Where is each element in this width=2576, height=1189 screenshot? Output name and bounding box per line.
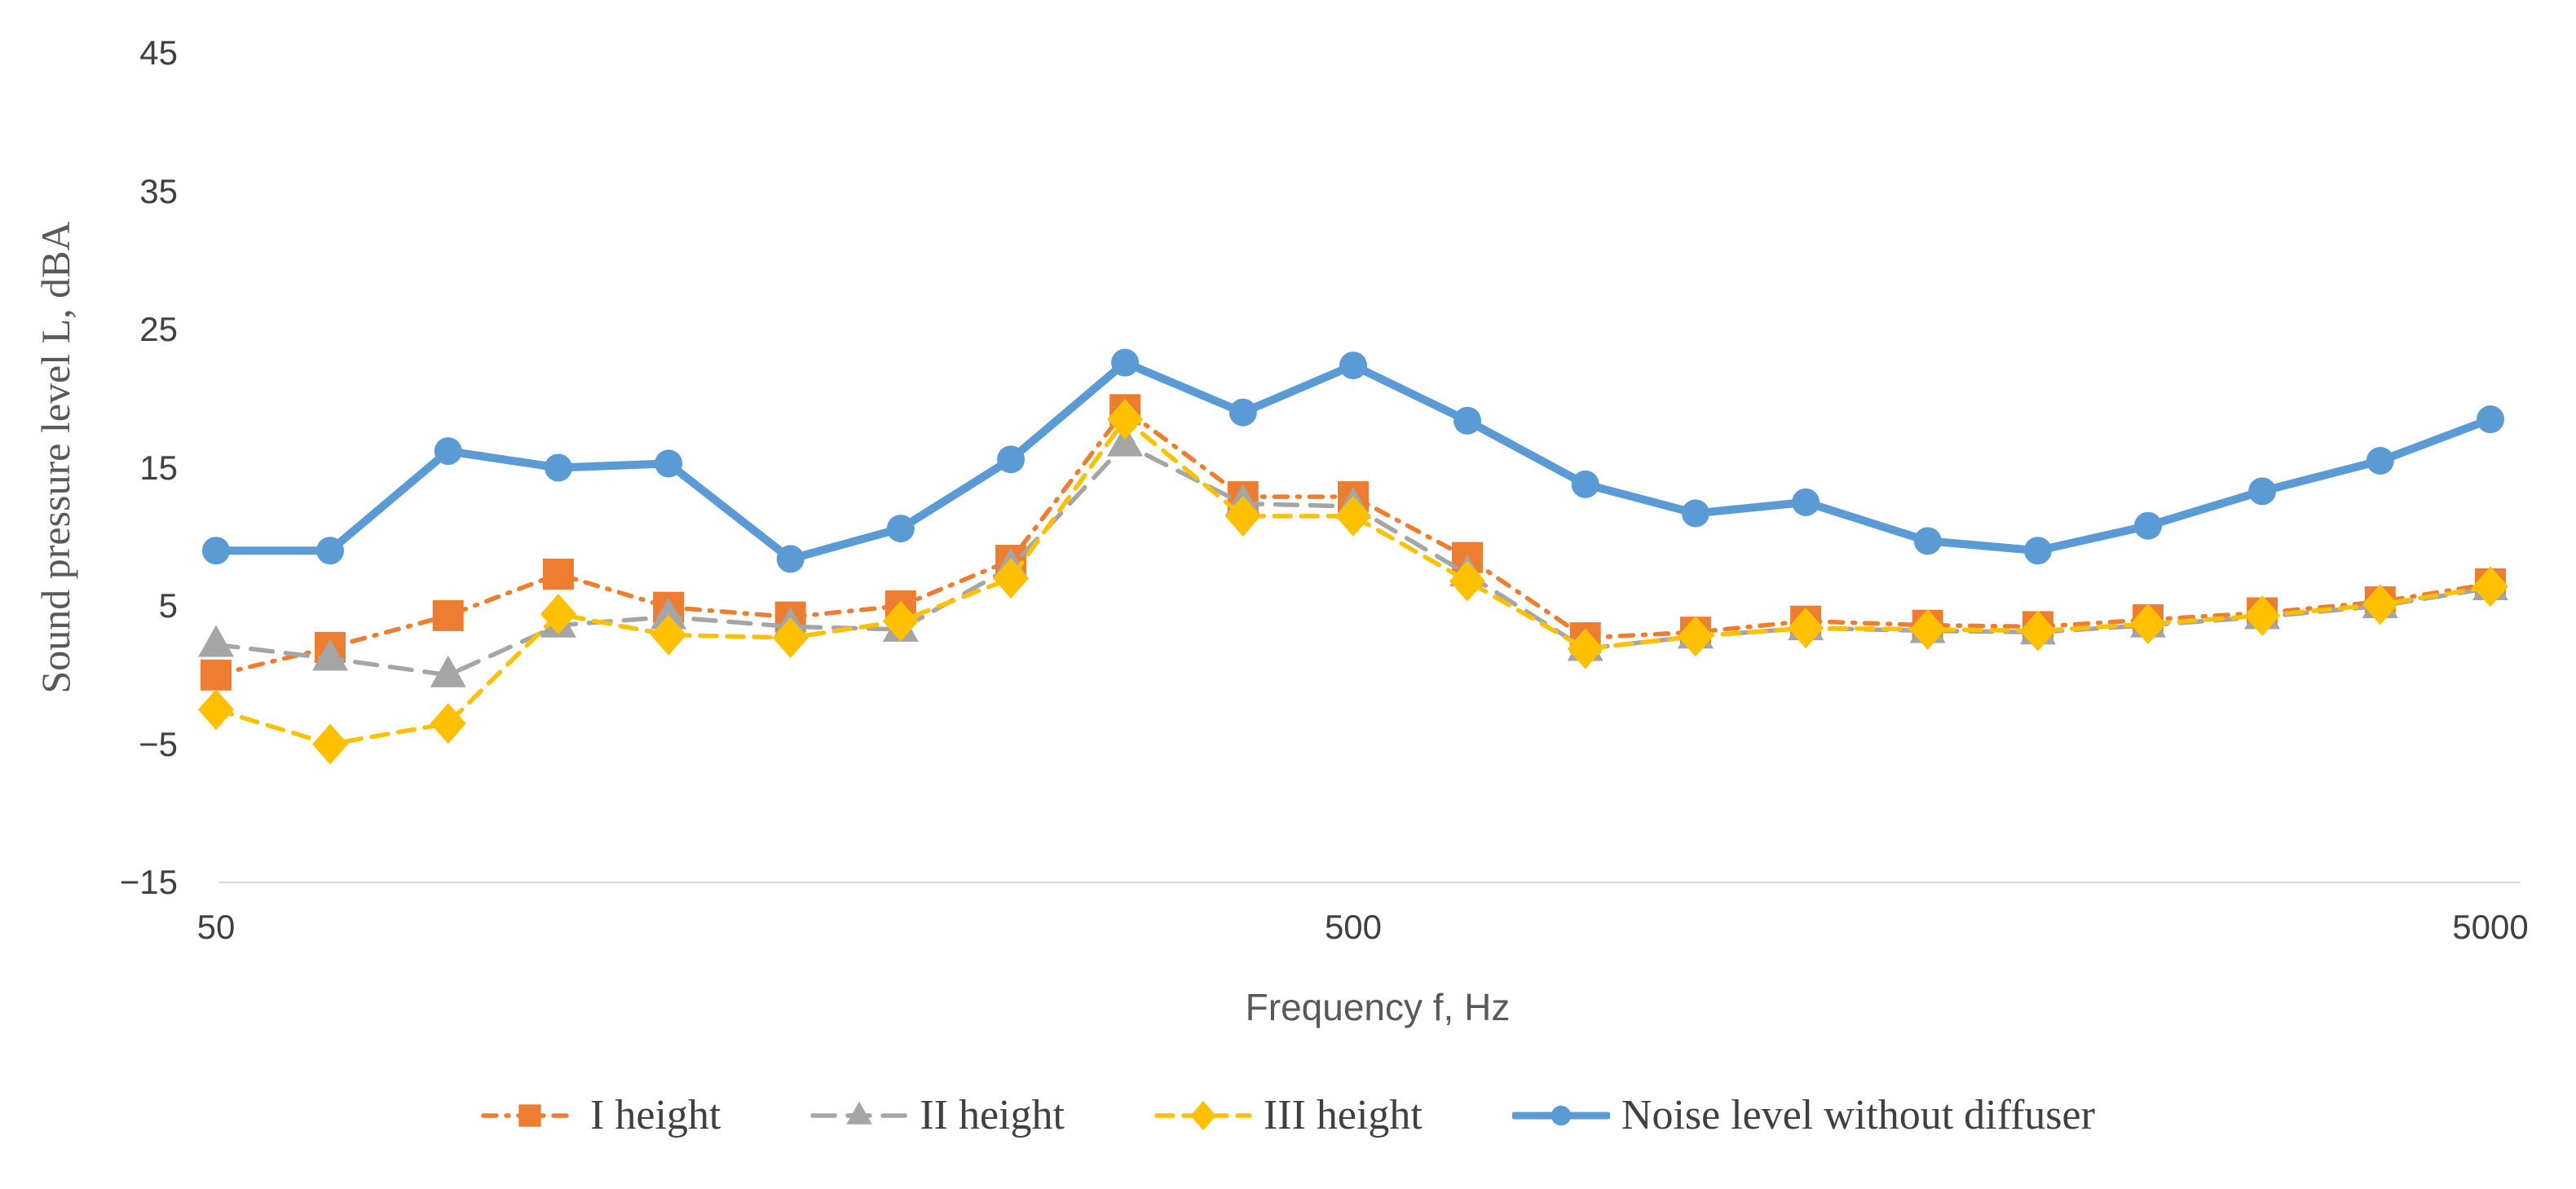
diamond-marker bbox=[2019, 610, 2056, 652]
triangle-marker bbox=[846, 1101, 873, 1125]
legend-item-ii-height: II height bbox=[810, 1091, 1065, 1139]
circle-marker bbox=[1571, 470, 1599, 498]
circle-marker bbox=[434, 437, 462, 466]
circle-marker bbox=[2477, 405, 2504, 434]
diamond-marker bbox=[540, 594, 576, 635]
circle-marker bbox=[997, 445, 1026, 474]
diamond-marker bbox=[312, 723, 349, 765]
circle-marker bbox=[1453, 406, 1482, 435]
diamond-marker bbox=[1909, 608, 1946, 650]
circle-marker bbox=[1339, 351, 1367, 380]
y-tick-label: −5 bbox=[139, 724, 178, 763]
triangle-marker bbox=[312, 639, 349, 671]
triangle-marker bbox=[651, 597, 687, 630]
diamond-marker bbox=[1788, 608, 1824, 649]
diamond-marker bbox=[882, 600, 919, 642]
legend-item-i-height: I height bbox=[481, 1091, 721, 1139]
y-tick-label: 5 bbox=[158, 586, 178, 625]
circle-marker bbox=[1228, 398, 1257, 427]
diamond-marker bbox=[2362, 584, 2398, 625]
triangle-marker bbox=[1107, 424, 1144, 457]
circle-marker bbox=[1681, 499, 1709, 528]
circle-marker bbox=[1111, 348, 1140, 377]
legend-marker-square-icon bbox=[481, 1103, 579, 1127]
x-tick-label: 500 bbox=[1324, 908, 1383, 946]
circle-marker bbox=[316, 537, 345, 565]
y-tick-label: 35 bbox=[139, 171, 178, 210]
diamond-marker bbox=[1335, 495, 1371, 537]
x-axis-title: Frequency f, Hz bbox=[1245, 986, 1511, 1028]
y-tick-label: 15 bbox=[139, 448, 178, 487]
diamond-marker bbox=[1107, 399, 1144, 440]
diamond-marker bbox=[772, 617, 809, 658]
legend-item-noise-level: Noise level without diffuser bbox=[1511, 1091, 2095, 1139]
legend-marker-diamond-icon bbox=[1154, 1100, 1252, 1130]
legend-label: I height bbox=[590, 1092, 721, 1138]
circle-marker bbox=[544, 453, 572, 482]
circle-marker bbox=[1550, 1105, 1572, 1125]
diamond-marker bbox=[2130, 603, 2167, 645]
diamond-marker bbox=[2244, 594, 2281, 636]
circle-marker bbox=[202, 537, 230, 565]
y-tick-label: −15 bbox=[119, 863, 178, 901]
triangle-marker bbox=[198, 625, 234, 657]
circle-marker bbox=[886, 515, 915, 543]
square-marker bbox=[542, 559, 574, 590]
legend-label: Noise level without diffuser bbox=[1621, 1092, 2095, 1138]
legend: I height II height III height Noise leve… bbox=[0, 1091, 2576, 1139]
diamond-marker bbox=[1449, 560, 1486, 602]
circle-marker bbox=[2366, 447, 2394, 475]
diamond-marker bbox=[651, 614, 687, 656]
diamond-marker bbox=[2472, 566, 2508, 608]
diamond-marker bbox=[1190, 1100, 1216, 1130]
diamond-marker bbox=[993, 558, 1030, 599]
circle-marker bbox=[776, 545, 805, 573]
circle-marker bbox=[1913, 527, 1942, 555]
diamond-marker bbox=[1224, 495, 1261, 537]
x-tick-label: 5000 bbox=[2452, 908, 2529, 946]
legend-marker-triangle-icon bbox=[810, 1101, 909, 1125]
y-tick-label: 45 bbox=[139, 33, 178, 72]
circle-marker bbox=[2248, 477, 2277, 506]
diamond-marker bbox=[198, 689, 234, 731]
legend-item-iii-height: III height bbox=[1154, 1091, 1423, 1139]
x-tick-label: 50 bbox=[196, 908, 236, 946]
square-marker bbox=[432, 599, 464, 631]
legend-label: II height bbox=[920, 1092, 1065, 1138]
diamond-marker bbox=[1567, 628, 1603, 670]
circle-marker bbox=[1792, 488, 1820, 516]
y-tick-label: 25 bbox=[139, 310, 178, 348]
circle-marker bbox=[2134, 511, 2163, 540]
triangle-marker bbox=[430, 655, 466, 687]
legend-marker-circle-icon bbox=[1511, 1105, 1610, 1125]
circle-marker bbox=[655, 449, 683, 478]
square-marker bbox=[201, 659, 232, 691]
diamond-marker bbox=[1677, 616, 1714, 657]
diamond-marker bbox=[430, 703, 466, 745]
square-marker bbox=[518, 1103, 541, 1127]
circle-marker bbox=[2023, 537, 2052, 565]
legend-label: III height bbox=[1263, 1092, 1423, 1138]
